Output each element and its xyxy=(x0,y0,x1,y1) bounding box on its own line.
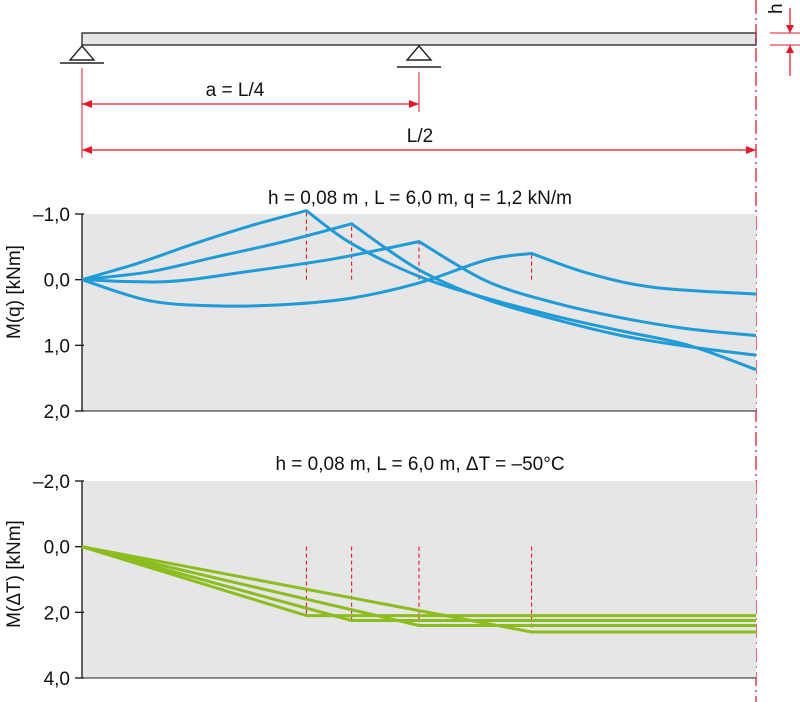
chart-dT-panel xyxy=(82,481,756,678)
span-a-label: a = L/4 xyxy=(206,80,265,101)
chart-moment-q: h = 0,08 m , L = 6,0 m, q = 1,2 kN/m M(q… xyxy=(4,188,757,423)
beam-schematic: h a = L/4 L/2 xyxy=(60,0,800,702)
chart-dT-tick-label: –2,0 xyxy=(33,472,70,493)
chart-q-panel xyxy=(82,214,756,411)
h-dimension: h xyxy=(766,3,800,76)
chart-dT-ylabel: M(ΔT) [kNm] xyxy=(4,520,25,628)
chart-dT-tick-label: 4,0 xyxy=(44,669,70,690)
middle-support-icon xyxy=(397,44,441,68)
chart-dT-tick-label: 0,0 xyxy=(44,538,70,559)
chart-q-tick-label: 1,0 xyxy=(44,336,70,357)
chart-dT-series-line-2 xyxy=(81,545,756,622)
chart-dT-tick-label: 2,0 xyxy=(44,603,70,624)
chart-dT-series-line-3 xyxy=(81,545,756,627)
chart-q-series-line-4 xyxy=(81,251,757,308)
chart-q-series-line-2 xyxy=(81,222,757,357)
dimension-half-span: L/2 xyxy=(82,126,756,154)
chart-q-tick-label: 0,0 xyxy=(44,271,70,292)
left-support-icon xyxy=(60,44,104,64)
chart-q-series-line-3 xyxy=(81,240,757,337)
chart-q-title: h = 0,08 m , L = 6,0 m, q = 1,2 kN/m xyxy=(268,188,572,209)
chart-q-series-line-1 xyxy=(81,209,757,372)
dimension-a: a = L/4 xyxy=(81,68,420,158)
h-label: h xyxy=(766,3,787,14)
chart-dT-title: h = 0,08 m, L = 6,0 m, ΔT = –50°C xyxy=(275,454,564,475)
chart-dT-series-line-1 xyxy=(81,545,756,618)
span-half-label: L/2 xyxy=(407,126,433,147)
chart-q-tick-label: –1,0 xyxy=(33,205,70,226)
beam xyxy=(81,32,757,46)
chart-moment-dT: h = 0,08 m, L = 6,0 m, ΔT = –50°C M(ΔT) … xyxy=(4,454,756,690)
chart-q-ylabel: M(q) [kNm] xyxy=(4,245,25,339)
chart-dT-series-line-4 xyxy=(81,545,756,634)
chart-q-tick-label: 2,0 xyxy=(44,402,70,423)
